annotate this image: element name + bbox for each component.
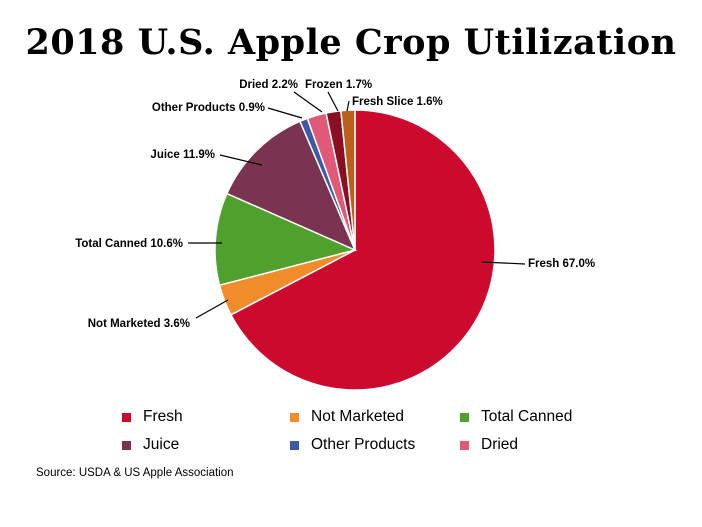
legend-label: Juice (143, 436, 180, 453)
pie-slice-fresh-slice (340, 109, 356, 251)
data-label-juice: Juice 11.9% (150, 149, 215, 161)
legend-swatch (290, 440, 299, 450)
leader-line-juice (219, 154, 263, 166)
legend-swatch (460, 412, 469, 422)
pie-slice-fresh (229, 109, 496, 391)
data-label-frozen: Frozen 1.7% (305, 79, 372, 91)
data-label-dried: Dried 2.2% (239, 79, 298, 91)
legend-swatch (460, 440, 469, 450)
legend-item-juice: Juice (122, 436, 179, 454)
data-label-total-canned: Total Canned 10.6% (75, 238, 183, 250)
pie-slice-total-canned (214, 192, 358, 287)
leader-line-not-marketed (195, 299, 229, 319)
pie-slice-juice (225, 120, 357, 252)
legend-swatch (290, 412, 299, 422)
legend-label: Not Marketed (311, 408, 405, 425)
data-label-fresh: Fresh 67.0% (528, 258, 595, 270)
data-label-not-marketed: Not Marketed 3.6% (88, 318, 190, 330)
legend-item-fresh: Fresh (122, 408, 183, 426)
legend-item-dried: Dried (460, 436, 518, 454)
legend-label: Total Canned (481, 408, 573, 425)
legend-label: Other Products (311, 436, 416, 453)
legend-item-other-products: Other Products (290, 436, 415, 454)
source-note: Source: USDA & US Apple Association (36, 467, 234, 479)
data-label-fresh-slice: Fresh Slice 1.6% (352, 96, 443, 108)
leader-line-fresh-slice (346, 100, 350, 112)
pie-chart: Fresh 67.0% Not Marketed 3.6% Total Canned… (75, 79, 595, 391)
legend-item-total-canned: Total Canned (460, 408, 572, 426)
leader-line-frozen (327, 91, 339, 112)
legend-item-not-marketed: Not Marketed (290, 408, 404, 426)
leader-line-fresh (481, 261, 526, 265)
legend-swatch (122, 412, 131, 422)
data-label-other-products: Other Products 0.9% (152, 102, 265, 114)
legend-label: Dried (481, 436, 519, 453)
leader-line-other-products (267, 107, 303, 119)
legend-swatch (122, 440, 131, 450)
legend-label: Fresh (143, 408, 183, 425)
leader-line-dried (293, 91, 323, 113)
chart-title: 2018 U.S. Apple Crop Utilization (25, 22, 677, 63)
